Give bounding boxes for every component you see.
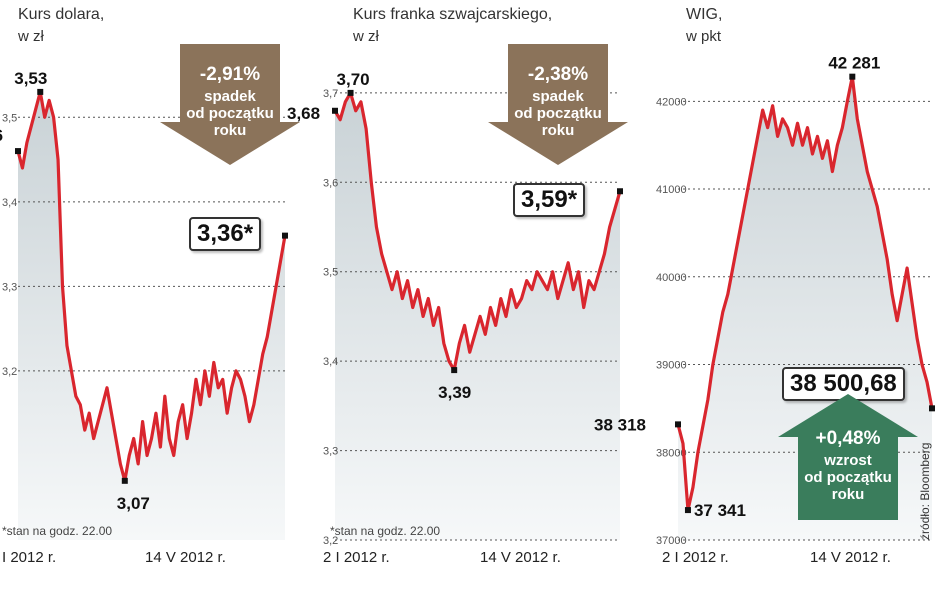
- chf-x-label-end: 14 V 2012 r.: [480, 549, 561, 566]
- usd-x-label-end: 14 V 2012 r.: [145, 549, 226, 566]
- y-tick-label: 3,4: [323, 356, 338, 368]
- y-tick-label: 41000: [656, 184, 687, 196]
- data-label-min: 3,07: [117, 494, 150, 513]
- data-point-marker: [451, 367, 458, 374]
- data-label-max: 3,53: [14, 69, 47, 88]
- wig-panel: WIG, w pkt 42000 41000 40000 39000 38000 3700…: [594, 0, 948, 593]
- y-tick-label: 3,2: [323, 535, 338, 547]
- data-label-min: 3,39: [438, 383, 471, 402]
- series-line: [333, 91, 622, 372]
- data-point-marker: [332, 107, 338, 114]
- data-point-marker: [15, 148, 21, 155]
- usd-change-arrow: -2,91% spadek od początku roku: [160, 42, 300, 167]
- wig-x-label-end: 14 V 2012 r.: [810, 549, 891, 566]
- data-point-marker: [282, 232, 288, 239]
- data-label-max: 42 281: [828, 54, 880, 73]
- wig-source: źródło: Bloomberg: [918, 442, 932, 540]
- data-label-start: 38 318: [594, 415, 646, 434]
- y-tick-label: 3,2: [2, 366, 17, 378]
- usd-footnote: *stan na godz. 22.00: [2, 524, 113, 538]
- wig-change-line3: roku: [831, 486, 865, 503]
- usd-unit: w zł: [18, 28, 44, 45]
- y-tick-label: 39000: [656, 360, 687, 372]
- y-tick-label: 3,5: [2, 112, 17, 124]
- y-tick-label: 40000: [656, 272, 687, 284]
- chf-change-arrow: -2,38% spadek od początku roku: [488, 42, 628, 167]
- down-arrow-icon: [488, 44, 628, 165]
- area-fill: [18, 91, 285, 540]
- data-point-marker: [684, 507, 691, 514]
- up-arrow-icon: [778, 394, 918, 520]
- usd-change-line1: spadek: [204, 88, 256, 105]
- down-arrow-icon: [160, 44, 300, 165]
- data-point-marker: [121, 477, 128, 484]
- data-point-marker: [347, 89, 354, 96]
- usd-chart: 3,5 3,4 3,3 3,2 3,46 3,53 3,07: [0, 69, 288, 540]
- y-tick-label: 42000: [656, 96, 687, 108]
- chf-unit: w zł: [353, 28, 379, 45]
- chf-change-pct: -2,38%: [527, 64, 589, 85]
- chf-change-line2: od początku: [514, 105, 602, 122]
- y-tick-label: 3,5: [323, 267, 338, 279]
- chf-footnote: *stan na godz. 22.00: [330, 524, 441, 538]
- wig-x-label-start: 2 I 2012 r.: [662, 549, 729, 566]
- chf-x-label-start: 2 I 2012 r.: [323, 549, 390, 566]
- series-line: [676, 75, 934, 512]
- wig-change-arrow: +0,48% wzrost od początku roku: [778, 392, 918, 522]
- wig-change-line2: od początku: [804, 469, 892, 486]
- data-point-marker: [675, 421, 681, 428]
- data-point-marker: [37, 88, 44, 95]
- series-line: [16, 90, 287, 483]
- y-tick-label: 38000: [656, 447, 687, 459]
- data-point-marker: [617, 188, 623, 195]
- y-tick-label: 3,3: [2, 281, 17, 293]
- chf-chart: 3,7 3,6 3,5 3,4 3,3 3,2 3,68 3,70 3,39: [287, 70, 623, 547]
- chf-change-line3: roku: [541, 122, 575, 139]
- usd-change-pct: -2,91%: [199, 64, 261, 85]
- chf-panel: Kurs franka szwajcarskiego, w zł 3,7 3,6 3…: [287, 0, 630, 593]
- wig-unit: w pkt: [686, 28, 722, 45]
- area-fill: [335, 92, 620, 540]
- chf-last-value-callout: 3,59*: [513, 183, 586, 217]
- usd-title: Kurs dolara,: [18, 6, 105, 23]
- y-tick-label: 3,3: [323, 446, 338, 458]
- usd-last-value-callout: 3,36*: [189, 217, 262, 251]
- data-label-start: 3,46: [0, 126, 3, 145]
- data-label-start: 3,68: [287, 104, 320, 123]
- usd-change-line2: od początku: [186, 105, 274, 122]
- wig-last-value-callout: 38 500,68: [782, 367, 905, 401]
- data-label-max: 3,70: [337, 70, 370, 89]
- data-point-marker: [849, 73, 856, 80]
- y-tick-label: 3,6: [323, 177, 338, 189]
- data-point-marker: [929, 405, 935, 412]
- usd-panel: Kurs dolara, w zł 3,53,43,33,23,463,533,…: [0, 0, 300, 593]
- y-tick-label: 3,7: [323, 88, 338, 100]
- chf-change-line1: spadek: [532, 88, 584, 105]
- y-tick-label: 37000: [656, 535, 687, 547]
- wig-title: WIG,: [686, 6, 723, 23]
- y-tick-label: 3,4: [2, 197, 17, 209]
- usd-change-line3: roku: [213, 122, 247, 139]
- chf-title: Kurs franka szwajcarskiego,: [353, 6, 553, 23]
- usd-x-label-start: I 2012 r.: [2, 549, 57, 566]
- data-label-min: 37 341: [694, 501, 746, 520]
- wig-change-pct: +0,48%: [815, 428, 881, 449]
- wig-change-line1: wzrost: [824, 452, 872, 469]
